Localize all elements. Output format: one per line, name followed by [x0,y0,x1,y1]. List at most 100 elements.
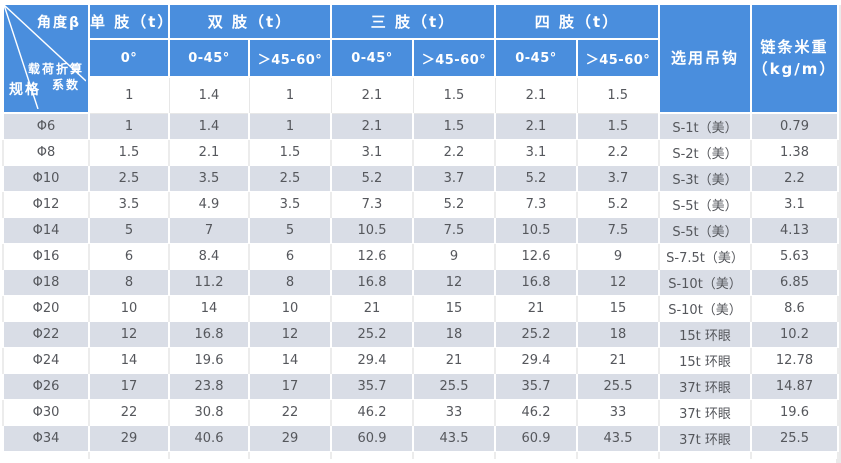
value-cell: 7.5 [576,216,660,244]
table-row: Φ22 12 16.8 12 25.2 18 25.2 18 15t 环眼 10.2 [2,320,839,348]
weight-cell: 1.38 [750,139,839,165]
value-cell: 1.4 [168,112,250,140]
spec-cell: Φ26 [2,372,90,400]
table-row: Φ20 10 14 10 21 15 21 15 S-10t（美） 8.6 [2,295,839,321]
value-cell: 3.1 [330,139,414,165]
spec-label: 规格 [9,82,41,98]
value-cell: 1 [88,112,170,140]
spec-cell: Φ20 [2,295,90,321]
angle-header: ＞45-60° [248,39,332,78]
value-cell: 1 [248,112,332,140]
hook-cell: 37t 环眼 [658,372,752,400]
value-cell: 17 [248,372,332,400]
coefficient-cell: 1.4 [168,76,250,114]
table-row: Φ12 3.5 4.9 3.5 7.3 5.2 7.3 5.2 S-5t（美） 3.1 [2,191,839,217]
value-cell: 21 [330,295,414,321]
table-row: Φ18 8 11.2 8 16.8 12 16.8 12 S-10t（美） 6.85 [2,268,839,296]
weight-cell: 0.79 [750,112,839,140]
value-cell: 16.8 [494,268,578,296]
value-cell: 21 [412,347,496,373]
value-cell: 3.5 [248,191,332,217]
value-cell: 18 [412,320,496,348]
value-cell: 22 [88,399,170,425]
load-factor-label-line2: 系数 [51,78,80,92]
hook-cell: 15t 环眼 [658,347,752,373]
value-cell: 3.1 [494,139,578,165]
value-cell: 25.5 [412,372,496,400]
value-cell: 2.5 [88,164,170,192]
value-cell: 11.2 [168,268,250,296]
value-cell: 2.1 [168,139,250,165]
coefficient-cell: 1.5 [412,76,496,114]
hook-cell: 37t 环眼 [658,399,752,425]
value-cell: 23.8 [168,372,250,400]
value-cell: 19.6 [168,347,250,373]
value-cell: 30.8 [168,399,250,425]
value-cell: 7 [168,216,250,244]
value-cell: 29 [248,424,332,452]
value-cell: 1.5 [88,139,170,165]
partial-cell [751,451,839,459]
angle-header: 0-45° [330,39,414,78]
weight-cell: 8.6 [750,295,839,321]
value-cell: 12 [88,320,170,348]
spec-cell: Φ18 [2,268,90,296]
angle-header: ＞45-60° [576,39,660,78]
value-cell: 1.5 [248,139,332,165]
value-cell: 29 [88,424,170,452]
coefficient-cell: 1 [248,76,332,114]
group-header-triple-leg: 三 肢（t） [330,5,496,40]
group-header-single-leg: 单 肢（t） [88,5,170,40]
coefficient-cell: 1.5 [576,76,660,114]
value-cell: 12.6 [494,243,578,269]
angle-header: 0° [88,39,170,78]
coefficient-cell: 2.1 [330,76,414,114]
coefficient-cell: 2.1 [494,76,578,114]
partial-cell [331,451,414,459]
value-cell: 33 [576,399,660,425]
weight-header-line2: （kg/m） [752,59,837,78]
partial-cell [413,451,496,459]
spec-cell: Φ30 [2,399,90,425]
table-row: Φ14 5 7 5 10.5 7.5 10.5 7.5 S-5t（美） 4.13 [2,216,839,244]
table-row: Φ8 1.5 2.1 1.5 3.1 2.2 3.1 2.2 S-2t（美） 1.38 [2,139,839,165]
weight-cell: 3.1 [750,191,839,217]
angle-beta-label: 角度β [36,15,81,31]
value-cell: 7.5 [412,216,496,244]
hook-cell: S-7.5t（美） [658,243,752,269]
value-cell: 12.6 [330,243,414,269]
value-cell: 8 [88,268,170,296]
hook-cell: S-2t（美） [658,139,752,165]
value-cell: 16.8 [168,320,250,348]
value-cell: 60.9 [494,424,578,452]
weight-cell: 19.6 [750,399,839,425]
value-cell: 3.5 [88,191,170,217]
value-cell: 5 [88,216,170,244]
chain-load-spec-table: 角度β 载荷折算 系数 规格 单 肢（t） 双 肢（t） 三 肢（t） 四 肢（… [2,5,839,459]
hook-cell: S-10t（美） [658,295,752,321]
value-cell: 21 [576,347,660,373]
spec-cell: Φ16 [2,243,90,269]
spec-cell: Φ8 [2,139,90,165]
value-cell: 5 [248,216,332,244]
value-cell: 22 [248,399,332,425]
table-row: Φ6 1 1.4 1 2.1 1.5 2.1 1.5 S-1t（美） 0.79 [2,112,839,140]
value-cell: 2.2 [412,139,496,165]
weight-cell: 6.85 [750,268,839,296]
angle-header-row: 0° 0-45° ＞45-60° 0-45° ＞45-60° 0-45° ＞45… [3,39,838,78]
value-cell: 43.5 [576,424,660,452]
partial-cell [577,451,660,459]
value-cell: 33 [412,399,496,425]
value-cell: 2.1 [330,112,414,140]
group-header-quad-leg: 四 肢（t） [494,5,660,40]
value-cell: 12 [576,268,660,296]
hook-cell: S-3t（美） [658,164,752,192]
value-cell: 40.6 [168,424,250,452]
hook-cell: S-5t（美） [658,191,752,217]
value-cell: 35.7 [494,372,578,400]
value-cell: 2.1 [494,112,578,140]
hook-cell: S-5t（美） [658,216,752,244]
weight-cell: 14.87 [750,372,839,400]
value-cell: 14 [88,347,170,373]
value-cell: 10 [88,295,170,321]
